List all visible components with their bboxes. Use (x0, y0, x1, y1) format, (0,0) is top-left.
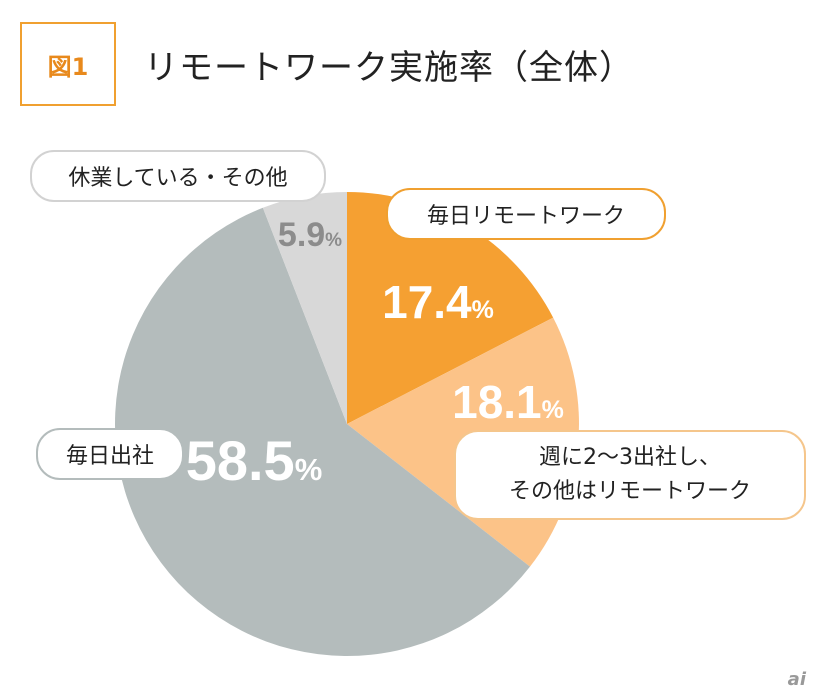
legend-label-daily-remote: 毎日リモートワーク (386, 188, 666, 240)
legend-label-other: 休業している・その他 (30, 150, 326, 202)
ai-logo: ai (787, 669, 806, 690)
legend-label-hybrid-line2: その他はリモートワーク (508, 479, 751, 504)
legend-label-hybrid: 週に2〜3出社し、 その他はリモートワーク (454, 430, 806, 520)
pie-slice-daily-remote (347, 192, 554, 424)
figure-label: 図1 (20, 22, 116, 106)
chart-title: リモートワーク実施率（全体） (144, 48, 634, 88)
pie-slice-other (262, 192, 347, 424)
value-label-daily-remote: 17.4% (382, 276, 494, 328)
legend-label-daily-office: 毎日出社 (36, 428, 184, 480)
legend-label-hybrid-line1: 週に2〜3出社し、 (539, 445, 721, 470)
pie-slice-daily-office (115, 207, 530, 656)
